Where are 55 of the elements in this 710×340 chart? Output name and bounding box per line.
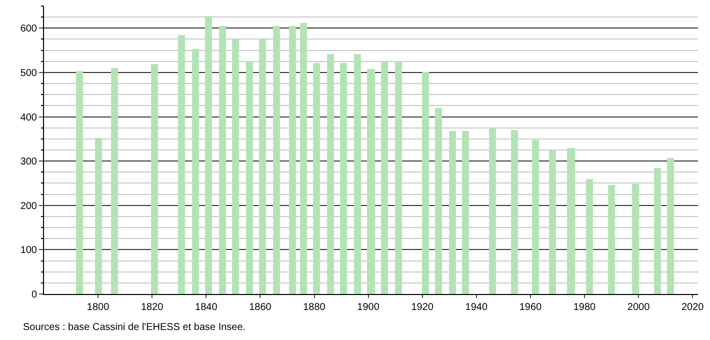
- x-tick-label: 1900: [357, 302, 380, 313]
- bar: [511, 130, 518, 294]
- bar: [367, 69, 375, 294]
- bar: [532, 140, 539, 294]
- x-tick-label: 1920: [411, 302, 434, 313]
- bar: [273, 26, 280, 294]
- bar: [586, 179, 593, 294]
- y-tick-label: 600: [20, 24, 38, 35]
- bar: [219, 26, 226, 294]
- bar: [435, 108, 442, 294]
- bar: [232, 39, 239, 294]
- y-tick-label: 100: [20, 245, 38, 256]
- bar: [259, 39, 266, 294]
- bar: [667, 158, 674, 294]
- bar: [76, 71, 83, 294]
- bar: [300, 23, 307, 294]
- bar: [313, 63, 320, 294]
- bar: [178, 35, 185, 294]
- bar: [422, 72, 429, 294]
- bar: [567, 148, 575, 294]
- y-tick-label: 500: [20, 68, 38, 79]
- bar: [95, 138, 102, 294]
- bar: [462, 131, 469, 294]
- bar: [632, 184, 639, 294]
- bar: [381, 61, 388, 294]
- source-note: Sources : base Cassini de l'EHESS et base Insee.: [23, 322, 246, 333]
- bar: [395, 61, 402, 294]
- bar: [654, 168, 661, 294]
- y-tick-label: 200: [20, 200, 38, 212]
- x-tick-label: 1880: [303, 302, 326, 313]
- x-tick-label: 1800: [86, 302, 110, 313]
- bar: [111, 68, 118, 294]
- bar: [340, 63, 347, 294]
- bar: [449, 131, 456, 294]
- x-tick-label: 1860: [249, 302, 272, 313]
- x-tick-label: 1820: [140, 302, 164, 313]
- x-tick-label: 2000: [627, 302, 650, 313]
- bar: [205, 16, 212, 294]
- x-tick-label: 1840: [195, 302, 218, 313]
- bar: [549, 150, 556, 294]
- bar: [246, 61, 253, 294]
- y-tick-label: 0: [31, 290, 38, 300]
- x-tick-label: 1980: [573, 302, 596, 313]
- y-tick-label: 300: [20, 156, 38, 168]
- x-tick-label: 2020: [681, 302, 704, 313]
- bar: [327, 54, 334, 294]
- x-tick-label: 1960: [519, 302, 542, 313]
- bar: [608, 185, 615, 294]
- bar: [289, 26, 296, 294]
- bar: [354, 54, 361, 294]
- y-tick-label: 400: [20, 112, 38, 124]
- x-tick-label: 1940: [465, 302, 488, 313]
- bar: [151, 64, 158, 294]
- bar: [192, 49, 199, 294]
- bar: [489, 128, 496, 294]
